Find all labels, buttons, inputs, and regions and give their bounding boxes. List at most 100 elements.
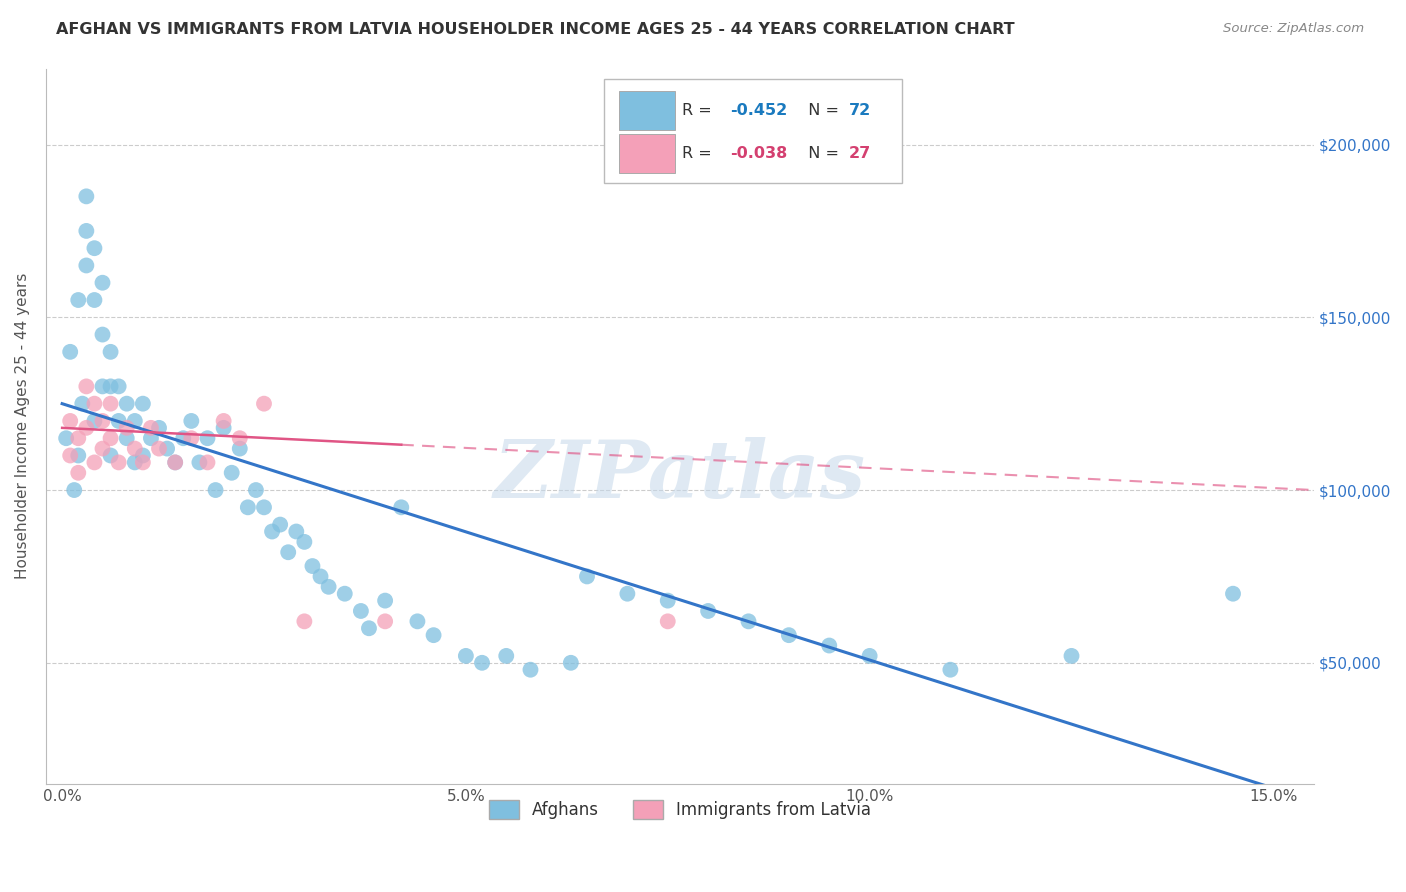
Point — [67, 466, 90, 480]
Text: ZIPatlas: ZIPatlas — [494, 437, 866, 515]
Point — [575, 569, 598, 583]
Point — [100, 397, 122, 411]
Point — [212, 421, 235, 435]
Point — [83, 397, 105, 411]
Point — [737, 615, 759, 629]
Point — [139, 421, 162, 435]
Point — [115, 431, 138, 445]
Point — [75, 421, 97, 435]
Point — [374, 615, 396, 629]
Point — [83, 241, 105, 255]
Point — [100, 449, 122, 463]
Text: 72: 72 — [848, 103, 870, 119]
Point — [657, 593, 679, 607]
Text: 27: 27 — [848, 146, 870, 161]
Point — [188, 455, 211, 469]
Point — [939, 663, 962, 677]
Point — [859, 648, 882, 663]
Point — [818, 639, 841, 653]
Point — [91, 414, 114, 428]
Point — [83, 455, 105, 469]
Point — [697, 604, 720, 618]
Point — [389, 500, 412, 515]
Point — [55, 431, 77, 445]
Point — [253, 500, 276, 515]
Point — [132, 397, 155, 411]
Point — [309, 569, 332, 583]
Point — [519, 663, 541, 677]
Point — [59, 449, 82, 463]
Point — [91, 442, 114, 456]
Point — [197, 431, 219, 445]
Point — [180, 414, 202, 428]
Point — [124, 414, 146, 428]
Text: N =: N = — [797, 103, 844, 119]
Point — [212, 414, 235, 428]
Point — [778, 628, 800, 642]
Point — [100, 379, 122, 393]
Point — [253, 397, 276, 411]
Point — [262, 524, 284, 539]
Point — [124, 455, 146, 469]
Point — [148, 421, 170, 435]
Point — [100, 344, 122, 359]
Point — [229, 431, 252, 445]
Point — [107, 414, 129, 428]
Point — [165, 455, 187, 469]
Point — [132, 455, 155, 469]
Point — [165, 455, 187, 469]
Text: R =: R = — [682, 146, 717, 161]
Text: AFGHAN VS IMMIGRANTS FROM LATVIA HOUSEHOLDER INCOME AGES 25 - 44 YEARS CORRELATI: AFGHAN VS IMMIGRANTS FROM LATVIA HOUSEHO… — [56, 22, 1015, 37]
Point — [245, 483, 267, 497]
Point — [75, 259, 97, 273]
Text: -0.452: -0.452 — [731, 103, 787, 119]
Point — [139, 431, 162, 445]
Point — [67, 293, 90, 307]
Point — [115, 397, 138, 411]
Point — [229, 442, 252, 456]
Point — [1060, 648, 1083, 663]
Point — [115, 421, 138, 435]
Point — [59, 344, 82, 359]
Point — [292, 534, 315, 549]
Point — [657, 615, 679, 629]
Point — [72, 397, 94, 411]
Point — [422, 628, 444, 642]
Text: R =: R = — [682, 103, 717, 119]
Point — [350, 604, 373, 618]
Point — [107, 379, 129, 393]
Point — [75, 224, 97, 238]
Point — [269, 517, 291, 532]
Text: Source: ZipAtlas.com: Source: ZipAtlas.com — [1223, 22, 1364, 36]
Point — [91, 379, 114, 393]
Point — [292, 615, 315, 629]
Point — [91, 327, 114, 342]
Point — [124, 442, 146, 456]
Point — [59, 414, 82, 428]
Point — [83, 293, 105, 307]
Point — [132, 449, 155, 463]
Point — [616, 587, 638, 601]
Text: -0.038: -0.038 — [731, 146, 787, 161]
Point — [406, 615, 429, 629]
Point — [204, 483, 226, 497]
Point — [67, 431, 90, 445]
Point — [560, 656, 582, 670]
Point — [63, 483, 86, 497]
Point — [318, 580, 340, 594]
Point — [454, 648, 477, 663]
Point — [83, 414, 105, 428]
Point — [471, 656, 494, 670]
Point — [91, 276, 114, 290]
Point — [374, 593, 396, 607]
Point — [236, 500, 259, 515]
Point — [277, 545, 299, 559]
Point — [172, 431, 194, 445]
Point — [197, 455, 219, 469]
Point — [1222, 587, 1244, 601]
Text: N =: N = — [797, 146, 844, 161]
Point — [180, 431, 202, 445]
Point — [148, 442, 170, 456]
Point — [100, 431, 122, 445]
Point — [357, 621, 380, 635]
